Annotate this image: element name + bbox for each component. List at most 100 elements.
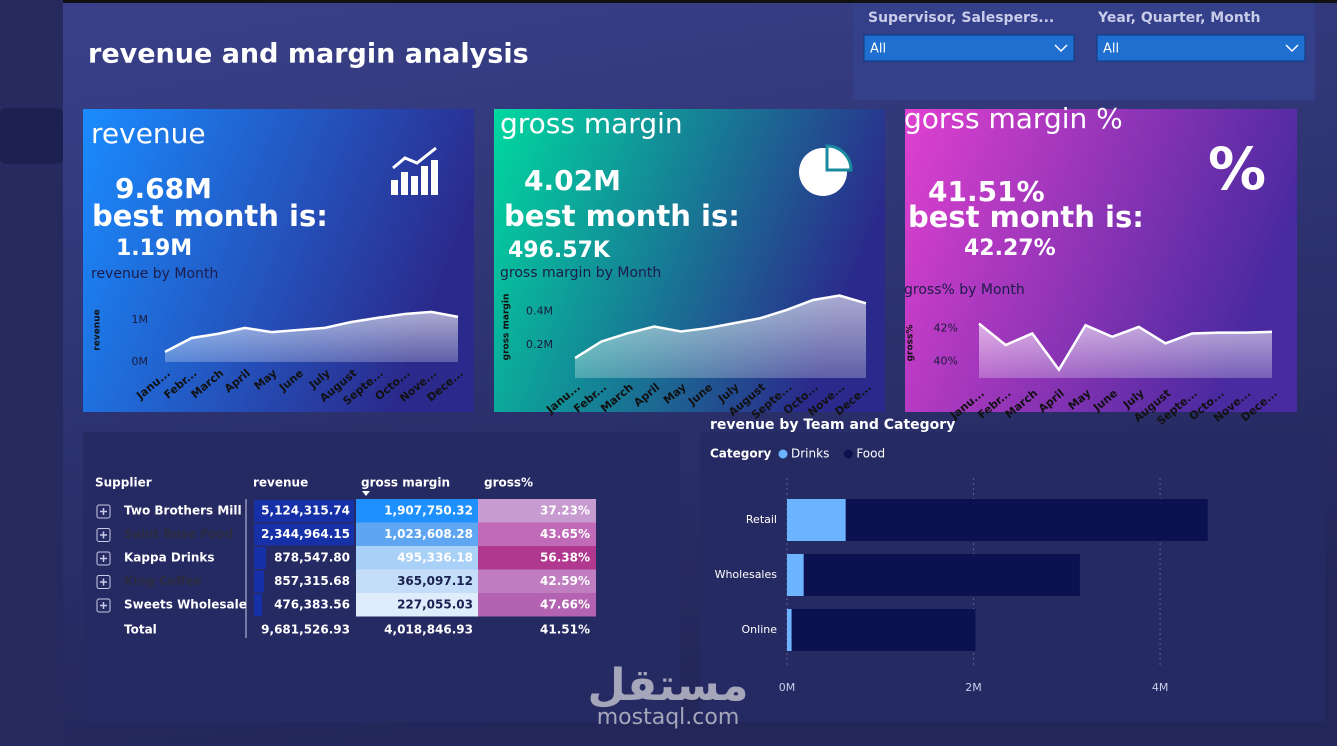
y-tick-label: Wholesales (715, 568, 778, 581)
chevron (1285, 44, 1299, 53)
card-label: best month is: (504, 199, 740, 233)
card-best-value: 496.57K (508, 238, 611, 263)
sort-indicator (362, 491, 370, 496)
row-label: Sweets Wholesale (124, 598, 247, 612)
card-title: revenue (91, 117, 206, 150)
watermark: مستقل (588, 660, 749, 711)
page-title: revenue and margin analysis (88, 39, 529, 70)
legend-swatch (843, 449, 853, 459)
cell-value: 365,097.12 (397, 574, 473, 588)
card-title: gorss margin % (904, 102, 1123, 135)
bar (845, 499, 1208, 541)
expand-icon[interactable] (96, 528, 111, 542)
data-bar (254, 523, 354, 546)
cell (478, 522, 596, 546)
cell (478, 569, 596, 593)
bar (787, 554, 804, 596)
expand-plus (100, 602, 107, 609)
table: Supplier revenue gross margin gross% Two Bro… (95, 476, 596, 638)
legend-swatch (778, 449, 788, 459)
row-label: Kappa Drinks (124, 551, 215, 565)
cell (356, 569, 478, 593)
area-fill (575, 295, 866, 378)
line (164, 310, 459, 353)
card-value: 4.02M (524, 164, 621, 197)
y-axis-title: revenue (93, 309, 103, 350)
line (978, 322, 1273, 373)
card-value: 9.68M (115, 172, 212, 205)
column-header: gross margin (361, 476, 450, 490)
percent-icon: % (1208, 135, 1266, 203)
y-tick-label: 42% (934, 322, 958, 335)
total-value: 4,018,846.93 (384, 623, 473, 637)
card-label: best month is: (908, 200, 1144, 234)
data-bar (254, 500, 354, 522)
legend-label: Drinks (791, 447, 829, 461)
cell-value: 42.59% (540, 574, 590, 588)
column-header: gross% (484, 476, 533, 490)
y-axis-title: gross% (906, 325, 916, 362)
y-tick-label: 40% (934, 355, 958, 368)
area-fill (165, 311, 458, 362)
expand-plus (100, 578, 107, 586)
slicer-dropdown[interactable] (1096, 34, 1306, 62)
expand-icon[interactable] (96, 551, 111, 566)
data-bar (254, 570, 264, 593)
card-title: gross margin (500, 107, 683, 140)
expand-icon[interactable] (96, 598, 111, 613)
column-header: revenue (253, 476, 308, 490)
cell (356, 499, 478, 523)
expand-plus (100, 555, 107, 562)
column-header: Supplier (95, 476, 152, 490)
y-tick-label: 1M (132, 313, 149, 326)
bar-icon (391, 146, 438, 195)
area-fill (979, 323, 1272, 378)
chart-title: revenue by Team and Category (710, 417, 955, 433)
slicer-value: All (1103, 42, 1119, 57)
expand-plus (100, 531, 107, 539)
cell-value: 2,344,964.15 (261, 527, 350, 541)
bar (803, 554, 1080, 596)
cell (478, 499, 596, 523)
cell-value: 857,315.68 (274, 574, 350, 588)
slicer-value: All (870, 42, 886, 57)
legend-title: Category (710, 447, 772, 461)
x-tick-label: 0M (779, 681, 796, 694)
total-value: 41.51% (540, 623, 590, 637)
cell-value: 43.65% (540, 527, 590, 541)
y-tick-label: 0.2M (526, 338, 553, 351)
expand-plus (100, 508, 107, 515)
cell-value: 227,055.03 (397, 598, 473, 612)
chart-title: gross margin by Month (500, 265, 661, 281)
chart-title: revenue by Month (91, 266, 218, 282)
y-tick-label: Online (742, 623, 778, 636)
bar (787, 499, 846, 541)
y-tick-label: 0M (132, 355, 149, 368)
card-value: 41.51% (928, 175, 1045, 208)
nav-item[interactable] (0, 108, 63, 164)
row-label: Saint Rose Food (124, 527, 233, 541)
row-label: King Coffee (124, 574, 202, 588)
cell-value: 1,023,608.28 (384, 527, 473, 541)
x-tick-label: 2M (965, 681, 982, 694)
cell-value: 5,124,315.74 (261, 504, 350, 518)
pie-icon (799, 144, 853, 196)
data-bar (254, 547, 266, 569)
expand-icon[interactable] (96, 575, 111, 589)
cell-value: 495,336.18 (397, 551, 473, 565)
card-best-value: 1.19M (116, 236, 192, 261)
bar (791, 609, 976, 651)
bar (787, 609, 792, 651)
cell-value: 878,547.80 (274, 551, 350, 565)
card-label: best month is: (92, 199, 328, 233)
watermark: mostaql.com (597, 705, 740, 730)
x-tick-label: 4M (1152, 681, 1169, 694)
slicer-label: Year, Quarter, Month (1097, 10, 1260, 26)
expand-icon[interactable] (96, 504, 111, 519)
slicer-dropdown[interactable] (863, 34, 1075, 62)
row-label: Two Brothers Mill (124, 504, 242, 518)
cell-value: 37.23% (540, 504, 590, 518)
data-bar (254, 594, 262, 616)
